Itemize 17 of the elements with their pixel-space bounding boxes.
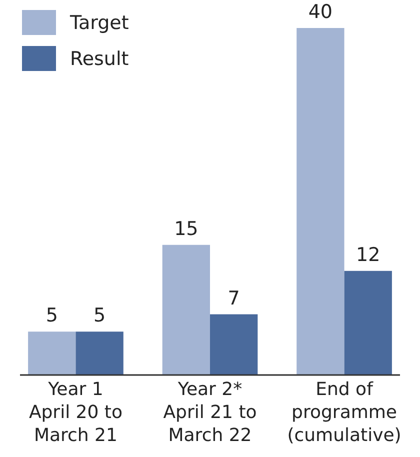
data-label: 40 [308, 1, 333, 23]
legend-label: Target [69, 12, 129, 34]
bar [162, 244, 210, 375]
x-tick-label: Year 2* April 21 to March 22 [163, 379, 257, 446]
bar [296, 28, 344, 375]
data-label: 12 [356, 244, 380, 266]
bar [76, 332, 124, 375]
data-label: 7 [228, 287, 240, 310]
data-label: 5 [46, 304, 58, 327]
x-tick-label: End of programme (cumulative) [287, 379, 402, 446]
bar [28, 332, 76, 375]
legend-label: Result [70, 48, 129, 70]
bar [210, 314, 258, 375]
x-tick-label: Year 1 April 20 to March 21 [28, 379, 123, 446]
data-label: 5 [94, 304, 106, 327]
bar [344, 270, 392, 375]
data-label: 15 [174, 218, 198, 240]
